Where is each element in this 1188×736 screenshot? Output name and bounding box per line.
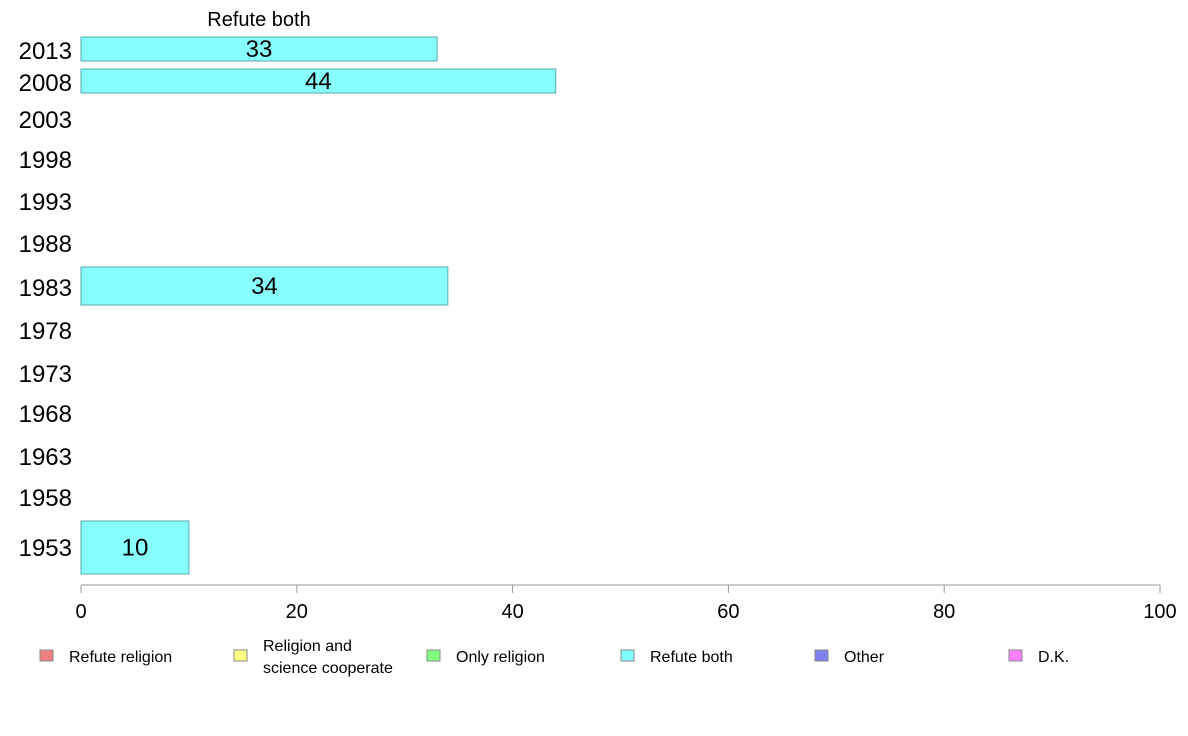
legend-label: Refute both	[650, 649, 733, 666]
bar-value-label: 10	[122, 535, 149, 562]
year-label: 1963	[19, 444, 72, 471]
bar	[80, 68, 557, 94]
legend-label: Religion and	[263, 638, 352, 655]
legend-swatch	[814, 649, 829, 662]
legend-swatch	[233, 649, 248, 662]
bar	[80, 36, 438, 62]
bar-value-label: 34	[251, 273, 278, 300]
x-tick-label: 0	[75, 601, 86, 623]
chart-title: Refute both	[207, 9, 310, 31]
bar-value-label: 44	[305, 68, 332, 95]
year-label: 1993	[19, 189, 72, 216]
year-label: 1988	[19, 231, 72, 258]
legend: Refute religion Religion and science coope…	[39, 638, 1069, 677]
year-label: 1983	[19, 275, 72, 302]
bar	[80, 266, 449, 306]
legend-swatch	[426, 649, 441, 662]
legend-swatch	[39, 649, 54, 662]
year-label: 2008	[19, 70, 72, 97]
x-tick-label: 100	[1143, 601, 1176, 623]
legend-label: Only religion	[456, 649, 545, 666]
year-label: 1953	[19, 535, 72, 562]
year-labels: 2013 2008 2003 1998 1993 1988 1983 1978 1973 1968…	[19, 38, 72, 562]
year-label: 2013	[19, 38, 72, 65]
legend-label: Other	[844, 649, 885, 666]
x-tick-label: 80	[933, 601, 955, 623]
legend-swatch	[620, 649, 635, 662]
year-label: 1973	[19, 361, 72, 388]
legend-swatch	[1008, 649, 1023, 662]
year-label: 1998	[19, 147, 72, 174]
x-axis: 0 20 40 60 80 100	[75, 584, 1177, 623]
year-label: 2003	[19, 107, 72, 134]
bar-value-label: 33	[246, 36, 273, 63]
year-label: 1958	[19, 485, 72, 512]
x-tick-label: 60	[717, 601, 739, 623]
bars-layer: 33 44 34 10	[80, 36, 557, 575]
legend-label: Refute religion	[69, 649, 172, 666]
bar	[80, 520, 190, 575]
x-tick-label: 40	[501, 601, 523, 623]
legend-label: science cooperate	[263, 660, 393, 677]
year-label: 1968	[19, 401, 72, 428]
x-tick-label: 20	[286, 601, 308, 623]
year-label: 1978	[19, 318, 72, 345]
legend-label: D.K.	[1038, 649, 1069, 666]
